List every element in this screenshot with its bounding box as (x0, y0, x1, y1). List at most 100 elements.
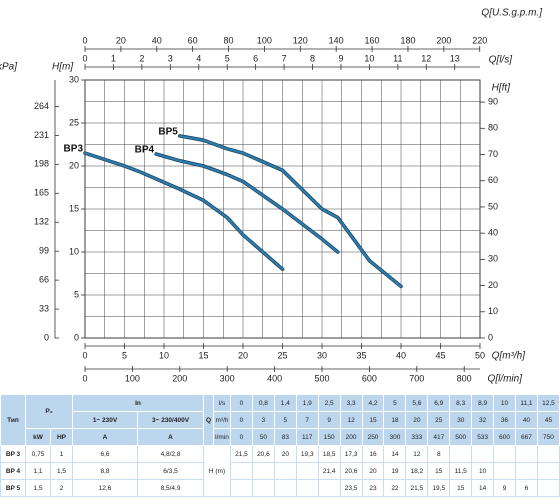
axis-tick-label: 140 (329, 35, 344, 45)
current-1ph-header: 1~ 230V (72, 411, 139, 429)
current-3ph: 4,8/2,8 (137, 445, 205, 463)
y-axis-title: H[m] (52, 62, 73, 73)
flow-value: 1,4 (273, 394, 297, 412)
unit-header: A (72, 428, 139, 446)
flow-value: 12,5 (536, 394, 560, 412)
flow-value: 417 (427, 428, 451, 446)
axis-tick-label: 200 (172, 373, 187, 383)
y-tick-label: 15 (69, 203, 79, 213)
flow-value: 200 (339, 428, 363, 446)
head-value: 20,6 (339, 462, 363, 480)
axis-tick-label: 20 (116, 35, 126, 45)
axis-tick-label: 4 (196, 53, 201, 63)
table-row: BP 5 1,5 2 12,6 8,5/4,9 23,5 23 22 21,5 19,5 15 14 9… (0, 479, 560, 497)
power-hp: 2 (49, 479, 74, 497)
axis-tick-label: 13 (450, 53, 460, 63)
head-value: 20,6 (251, 445, 275, 463)
flow-value: 5 (383, 394, 407, 412)
axis-tick-label: 99 (39, 246, 49, 256)
x-axis-title: Q[m³/h] (492, 351, 526, 362)
current-1ph: 6,6 (72, 445, 139, 463)
axis-tick-label: 80 (224, 35, 234, 45)
head-value (273, 479, 297, 497)
axis-tick-label: 80 (488, 123, 498, 133)
axis-tick-label: 200 (436, 35, 451, 45)
unit-header: A (137, 428, 205, 446)
y-tick-label: 10 (69, 246, 79, 256)
head-value: 14 (471, 479, 495, 497)
axis-tick-label: 500 (314, 373, 329, 383)
flow-value: 36 (493, 411, 516, 429)
flow-value: 6,9 (427, 394, 451, 412)
current-1ph: 12,6 (72, 479, 139, 497)
curve (155, 152, 339, 254)
power-hp: 1,5 (49, 462, 74, 480)
head-value (536, 462, 560, 480)
head-value: 23,5 (339, 479, 363, 497)
head-value: 21,5 (405, 479, 429, 497)
flow-value: 750 (536, 428, 560, 446)
axis-tick-label: 3 (168, 53, 173, 63)
x-tick-label: 45 (435, 350, 445, 360)
axis-title: H[ft] (492, 83, 511, 94)
type-header: Тип (0, 394, 26, 446)
flow-value: 0,8 (251, 394, 275, 412)
head-value: 12 (405, 445, 429, 463)
axis-tick-label: 400 (267, 373, 282, 383)
y-tick-label: 5 (74, 289, 79, 299)
flow-value: 8,3 (449, 394, 473, 412)
flow-value: 0 (230, 394, 253, 412)
table-row: BP 4 1,1 1,5 8,8 6/3,5 21,4 20,6 20 19 18,2 15 11,5… (0, 462, 560, 480)
head-value (295, 462, 319, 480)
axis-tick-label: 11 (393, 53, 402, 63)
head-value: 23 (361, 479, 385, 497)
x-tick-label: 25 (277, 350, 287, 360)
head-value (251, 479, 275, 497)
axis-tick-label: 60 (488, 175, 498, 185)
head-value: 17,3 (339, 445, 363, 463)
head-value: 9 (493, 479, 516, 497)
head-value: 21,5 (230, 445, 253, 463)
head-value (493, 445, 516, 463)
y-tick-label: 25 (69, 117, 79, 127)
axis-tick-label: 0 (82, 373, 87, 383)
axis-tick-label: 100 (125, 373, 140, 383)
head-label: H (m) (203, 445, 232, 497)
axis-title: Q[U.S.g.p.m.] (481, 8, 542, 19)
axis-tick-label: 40 (152, 35, 162, 45)
axis-tick-label: 165 (34, 188, 49, 198)
unit-header: kW (25, 428, 51, 446)
flow-value: 1,9 (295, 394, 319, 412)
power-hp: 1 (49, 445, 74, 463)
head-value: 18,2 (405, 462, 429, 480)
head-value: 11,5 (449, 462, 473, 480)
axis-title: Q[l/min] (488, 374, 523, 385)
axis-tick-label: 10 (364, 53, 374, 63)
curve-label: BP3 (64, 144, 84, 155)
axis-tick-label: 132 (34, 217, 49, 227)
model: BP 4 (0, 462, 26, 480)
axis-tick-label: 66 (39, 274, 49, 284)
power-kw: 1,5 (25, 479, 51, 497)
current-3ph: 8,5/4,9 (137, 479, 205, 497)
table-row: BP 3 0,75 1 6,6 4,8/2,8 H (m) 21,5 20,6 20 19,3 18… (0, 445, 560, 497)
flow-value: 9 (317, 411, 341, 429)
head-value: 19 (383, 462, 407, 480)
flow-value: 18 (383, 411, 407, 429)
flow-value: 500 (449, 428, 473, 446)
axis-tick-label: 100 (257, 35, 272, 45)
flow-value: 150 (317, 428, 341, 446)
flow-unit: l/s (213, 394, 232, 412)
axis-tick-label: 40 (488, 228, 498, 238)
axis-tick-label: 231 (34, 130, 49, 140)
curve-label: BP5 (158, 127, 178, 138)
head-value (295, 479, 319, 497)
axis-tick-label: 6 (253, 53, 258, 63)
x-tick-label: 20 (238, 350, 248, 360)
axis-tick-label: 60 (188, 35, 198, 45)
chart: Q[m³/h] H[m] 0 5 10 15 20 25 30 35 40 45 500510152… (0, 8, 542, 385)
x-tick-label: 10 (159, 350, 169, 360)
flow-value: 5 (273, 411, 297, 429)
flow-value: 83 (273, 428, 297, 446)
